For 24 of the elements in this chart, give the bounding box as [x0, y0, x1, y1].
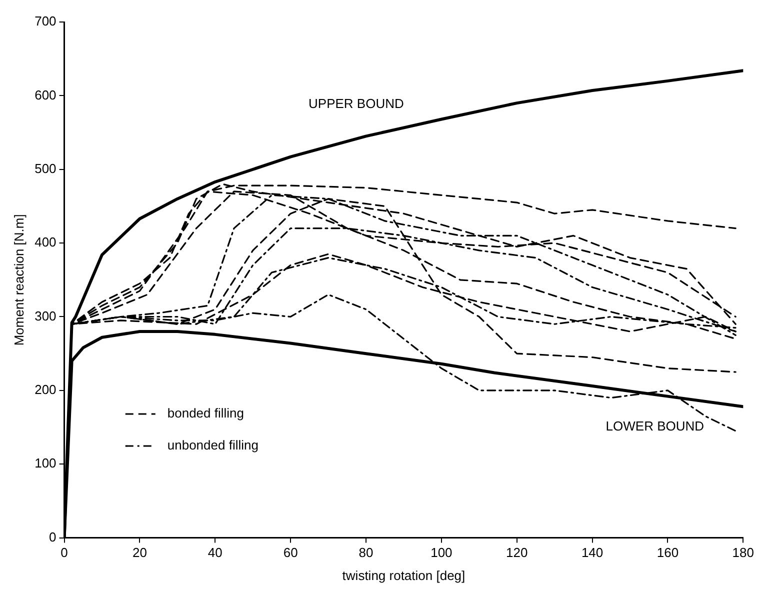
x-tick-label: 40	[208, 545, 222, 560]
annotation: LOWER BOUND	[606, 418, 704, 434]
x-tick-label: 20	[132, 545, 147, 560]
y-axis-title: Moment reaction [N.m]	[11, 214, 26, 346]
x-tick-label: 160	[656, 545, 679, 560]
x-tick-label: 120	[506, 545, 528, 560]
y-tick-label: 400	[34, 234, 56, 250]
y-tick-label: 300	[34, 308, 56, 324]
y-tick-label: 200	[34, 382, 56, 398]
x-tick-label: 60	[283, 545, 298, 560]
y-tick-label: 600	[34, 87, 56, 102]
y-tick-label: 500	[34, 160, 56, 176]
annotation: UPPER BOUND	[308, 96, 404, 112]
x-tick-label: 80	[358, 545, 374, 560]
x-tick-label: 100	[430, 545, 452, 560]
legend-label: bonded filling	[167, 406, 244, 421]
y-tick-label: 0	[49, 529, 56, 544]
x-tick-label: 180	[732, 545, 754, 560]
x-axis-title: twisting rotation [deg]	[342, 568, 466, 583]
x-tick-label: 140	[581, 545, 604, 560]
x-tick-label: 0	[60, 545, 68, 560]
y-tick-label: 700	[34, 14, 56, 29]
y-tick-label: 100	[34, 456, 56, 471]
legend-label: unbonded filling	[167, 438, 258, 453]
